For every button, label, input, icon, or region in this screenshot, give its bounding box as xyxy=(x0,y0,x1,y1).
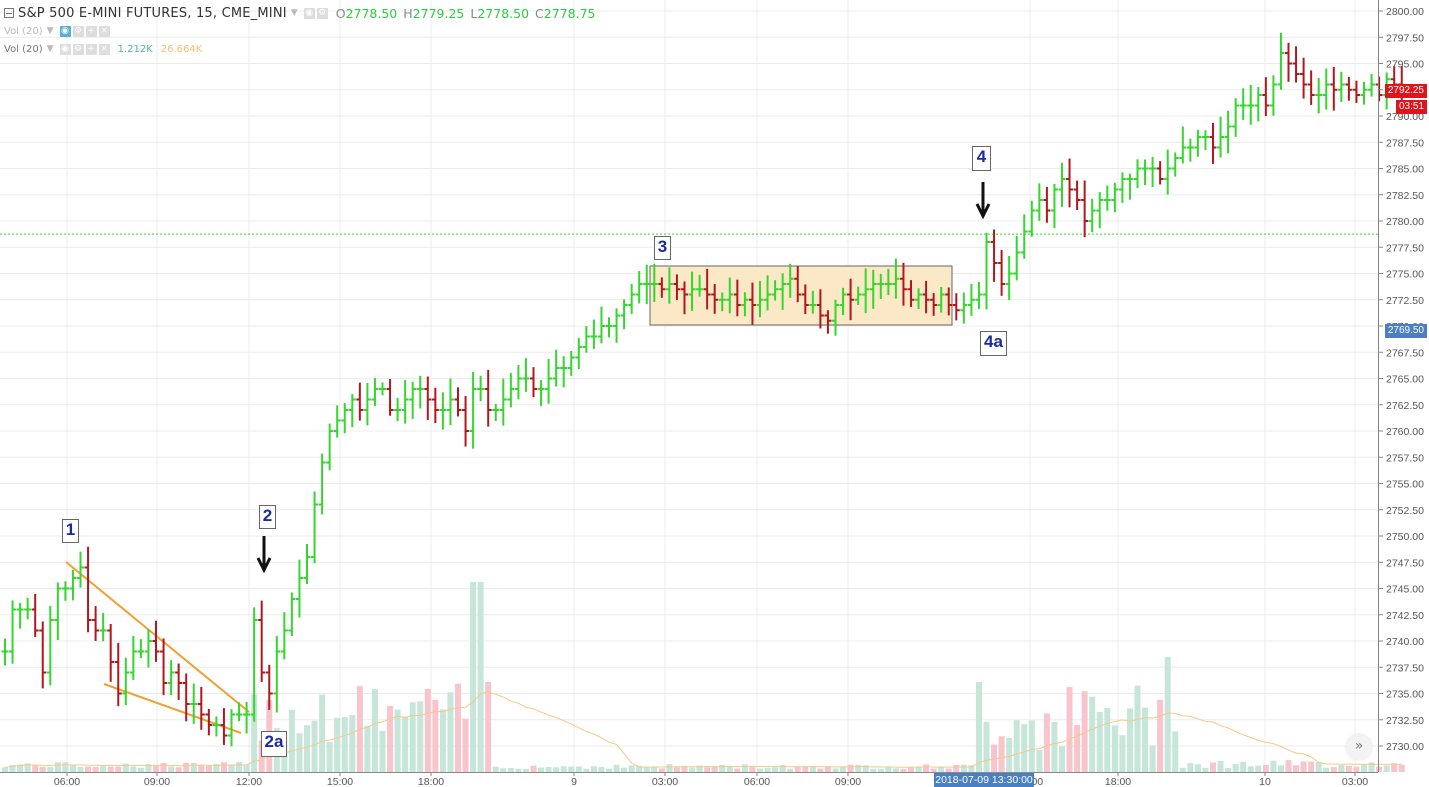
gear-icon[interactable]: ⚙ xyxy=(316,7,328,19)
high-key: H xyxy=(403,5,413,21)
annotation-label-2a: 2a xyxy=(261,731,287,757)
close-icon[interactable]: × xyxy=(98,43,110,55)
svg-text:2795.00: 2795.00 xyxy=(1386,59,1424,71)
open-value: 2778.50 xyxy=(345,5,398,21)
down-arrow-icon xyxy=(256,536,272,574)
svg-text:2775.00: 2775.00 xyxy=(1386,269,1424,281)
svg-text:2777.50: 2777.50 xyxy=(1386,242,1424,254)
volume-value: 1.212K xyxy=(117,43,153,55)
svg-text:2732.50: 2732.50 xyxy=(1386,715,1424,727)
svg-text:2737.50: 2737.50 xyxy=(1386,662,1424,674)
last-price-tag: 2792.25 xyxy=(1384,84,1427,98)
svg-text:2785.00: 2785.00 xyxy=(1386,164,1424,176)
ohlc-bars xyxy=(1,32,1406,747)
price-axis[interactable]: 2800.002797.502795.002792.502790.002787.… xyxy=(1378,6,1424,753)
close-value: 2778.75 xyxy=(543,5,596,21)
svg-text:2755.00: 2755.00 xyxy=(1386,479,1424,491)
eye-icon[interactable]: ◉ xyxy=(303,7,315,19)
svg-text:9: 9 xyxy=(571,776,577,787)
plus-icon[interactable]: + xyxy=(85,43,97,55)
svg-text:03:00: 03:00 xyxy=(652,776,678,787)
chart-grid xyxy=(0,0,1378,772)
symbol-title[interactable]: S&P 500 E-MINI FUTURES, 15, CME_MINI xyxy=(18,5,287,21)
chevron-down-icon[interactable]: ▼ xyxy=(46,44,54,54)
indicator-label[interactable]: Vol (20) xyxy=(4,43,43,55)
time-axis[interactable]: 06:00 09:00 12:00 15:00 18:00 9 03:00 06:00 09:0… xyxy=(54,772,1368,787)
svg-text:2782.50: 2782.50 xyxy=(1386,190,1424,202)
svg-text:2752.50: 2752.50 xyxy=(1386,505,1424,517)
volume-ma-value: 26.664K xyxy=(160,43,203,55)
svg-text:2797.50: 2797.50 xyxy=(1386,32,1424,44)
svg-text:18:00: 18:00 xyxy=(1105,776,1131,787)
volume-bars xyxy=(2,582,1405,772)
indicator-label[interactable]: Vol (20) xyxy=(4,25,43,37)
svg-text:09:00: 09:00 xyxy=(835,776,861,787)
close-icon[interactable]: × xyxy=(98,25,110,37)
svg-text:06:00: 06:00 xyxy=(54,776,80,787)
svg-text:12:00: 12:00 xyxy=(236,776,262,787)
annotation-label-4: 4 xyxy=(972,146,991,171)
svg-text:2745.00: 2745.00 xyxy=(1386,584,1424,596)
chart-legend: S&P 500 E-MINI FUTURES, 15, CME_MINI ▼ ◉… xyxy=(4,4,595,58)
cursor-price-tag: 2769.50 xyxy=(1384,324,1427,338)
svg-text:2740.00: 2740.00 xyxy=(1386,636,1424,648)
svg-text:2757.50: 2757.50 xyxy=(1386,452,1424,464)
svg-text:2767.50: 2767.50 xyxy=(1386,347,1424,359)
chevron-down-icon[interactable]: ▼ xyxy=(46,26,54,36)
close-key: C xyxy=(535,5,544,21)
svg-text:2800.00: 2800.00 xyxy=(1386,6,1424,18)
down-arrow-icon xyxy=(975,182,991,220)
svg-text:2780.00: 2780.00 xyxy=(1386,216,1424,228)
svg-text:2762.50: 2762.50 xyxy=(1386,400,1424,412)
svg-text:2765.00: 2765.00 xyxy=(1386,374,1424,386)
annotation-label-1: 1 xyxy=(62,519,79,543)
low-value: 2778.50 xyxy=(477,5,530,21)
svg-text:10: 10 xyxy=(1259,776,1271,787)
svg-text:2790.00: 2790.00 xyxy=(1386,111,1424,123)
collapse-icon[interactable] xyxy=(4,8,14,18)
cursor-time-tag: 2018-07-09 13:30:00 xyxy=(934,773,1034,787)
countdown-tag: 03:51 xyxy=(1395,100,1427,114)
gear-icon[interactable]: ⚙ xyxy=(72,25,84,37)
svg-text:03:00: 03:00 xyxy=(1342,776,1368,787)
open-key: O xyxy=(335,5,346,21)
svg-text:2730.00: 2730.00 xyxy=(1386,741,1424,753)
indicator-row-2[interactable]: Vol (20) ▼ ◉ ⚙ + × 1.212K 26.664K xyxy=(4,40,595,58)
svg-text:2747.50: 2747.50 xyxy=(1386,557,1424,569)
eye-icon[interactable]: ◉ xyxy=(59,43,71,55)
high-value: 2779.25 xyxy=(412,5,465,21)
svg-text:2787.50: 2787.50 xyxy=(1386,137,1424,149)
volume-ma-line xyxy=(4,691,1402,768)
svg-text:06:00: 06:00 xyxy=(744,776,770,787)
annotation-label-2: 2 xyxy=(259,505,276,529)
svg-text:18:00: 18:00 xyxy=(418,776,444,787)
eye-icon[interactable]: ◉ xyxy=(59,25,71,37)
svg-text:2750.00: 2750.00 xyxy=(1386,531,1424,543)
svg-text:2742.50: 2742.50 xyxy=(1386,610,1424,622)
plus-icon[interactable]: + xyxy=(85,25,97,37)
low-key: L xyxy=(470,5,478,21)
svg-text:2760.00: 2760.00 xyxy=(1386,426,1424,438)
annotation-label-4a: 4a xyxy=(980,331,1007,356)
svg-text:2735.00: 2735.00 xyxy=(1386,689,1424,701)
indicator-row-1[interactable]: Vol (20) ▼ ◉ ⚙ + × xyxy=(4,22,595,40)
chevron-down-icon[interactable]: ▼ xyxy=(290,8,298,18)
svg-text:15:00: 15:00 xyxy=(327,776,353,787)
annotation-label-3: 3 xyxy=(654,236,671,260)
scroll-to-realtime-button[interactable]: » xyxy=(1346,734,1372,760)
svg-text:09:00: 09:00 xyxy=(144,776,170,787)
svg-text:2772.50: 2772.50 xyxy=(1386,295,1424,307)
gear-icon[interactable]: ⚙ xyxy=(72,43,84,55)
